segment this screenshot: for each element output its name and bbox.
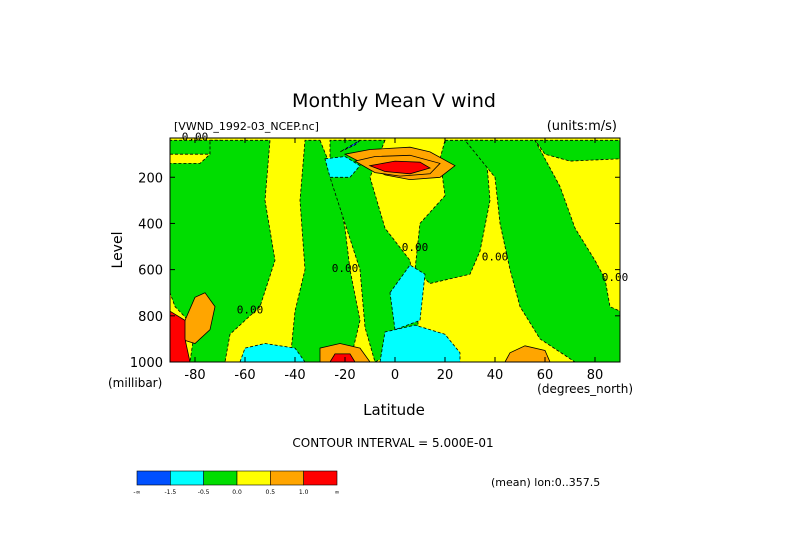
x-tick-label: 40 [487,368,504,383]
contour-region-neg [289,139,361,363]
contour-interval-text: CONTOUR INTERVAL = 5.000E-01 [292,436,493,450]
contour-region-pos2 [179,292,216,344]
mean-text: (mean) lon:0..357.5 [491,476,600,489]
x-tick-label: 0 [391,368,399,383]
contour-label: 0.00 [482,250,509,263]
colorbar-label: ∞ [335,489,340,496]
contour-region-cyan [389,264,426,331]
x-tick-label: -80 [184,368,205,383]
y-tick-label: 1000 [130,356,163,371]
y-tick-label: 600 [138,264,163,279]
dataset-label: [VWND_1992-03_NCEP.nc] [174,120,319,133]
contour-region-neg [534,139,621,162]
contour-label: 0.00 [402,241,429,254]
y-axis-ticks: 200 400 600 800 1000 [130,171,620,371]
colorbar-label: -0.5 [198,489,210,496]
y-tick-label: 400 [138,217,163,232]
contour-region-pos3 [368,160,432,175]
colorbar-swatch [136,470,171,486]
colorbar: -∞ -1.5 -0.5 0.0 0.5 1.0 ∞ [133,470,340,496]
x-tick-label: -60 [234,368,255,383]
colorbar-swatch [303,470,338,486]
x-tick-label: -40 [284,368,305,383]
units-label: (units:m/s) [547,119,617,134]
y-axis-units: (millibar) [108,376,162,390]
contour-label: 0.00 [602,271,629,284]
x-tick-label: 60 [537,368,554,383]
y-tick-label: 800 [138,310,163,325]
contour-label: 0.00 [182,130,209,143]
y-tick-label: 200 [138,171,163,186]
colorbar-label: 1.0 [299,489,309,496]
contour-region-neg [414,139,491,284]
colorbar-label: 0.0 [232,489,242,496]
colorbar-swatch [270,470,304,486]
x-tick-label: 20 [437,368,454,383]
contour-label: 0.00 [237,304,264,317]
colorbar-swatch [236,470,271,486]
contour-label: 0.00 [332,262,359,275]
colorbar-label: -1.5 [164,489,176,496]
contour-region-vneg [339,139,361,153]
x-axis-ticks: -80 -60 -40 -20 0 20 40 60 80 [184,138,603,383]
contour-region-cyan [239,343,306,363]
x-axis-label: Latitude [363,401,425,419]
colorbar-label: -∞ [133,489,140,496]
chart-title: Monthly Mean V wind [292,90,496,112]
y-axis-label: Level [110,232,126,269]
contour-region-cyan [324,156,361,178]
colorbar-label: 0.5 [266,489,276,496]
plot-area: 0.00 0.00 0.00 0.00 0.00 0.00 [169,130,629,363]
x-tick-label: -20 [334,368,355,383]
colorbar-swatch [203,470,238,486]
colorbar-swatch [170,470,204,486]
x-axis-units: (degrees_north) [537,382,633,396]
x-tick-label: 80 [587,368,604,383]
